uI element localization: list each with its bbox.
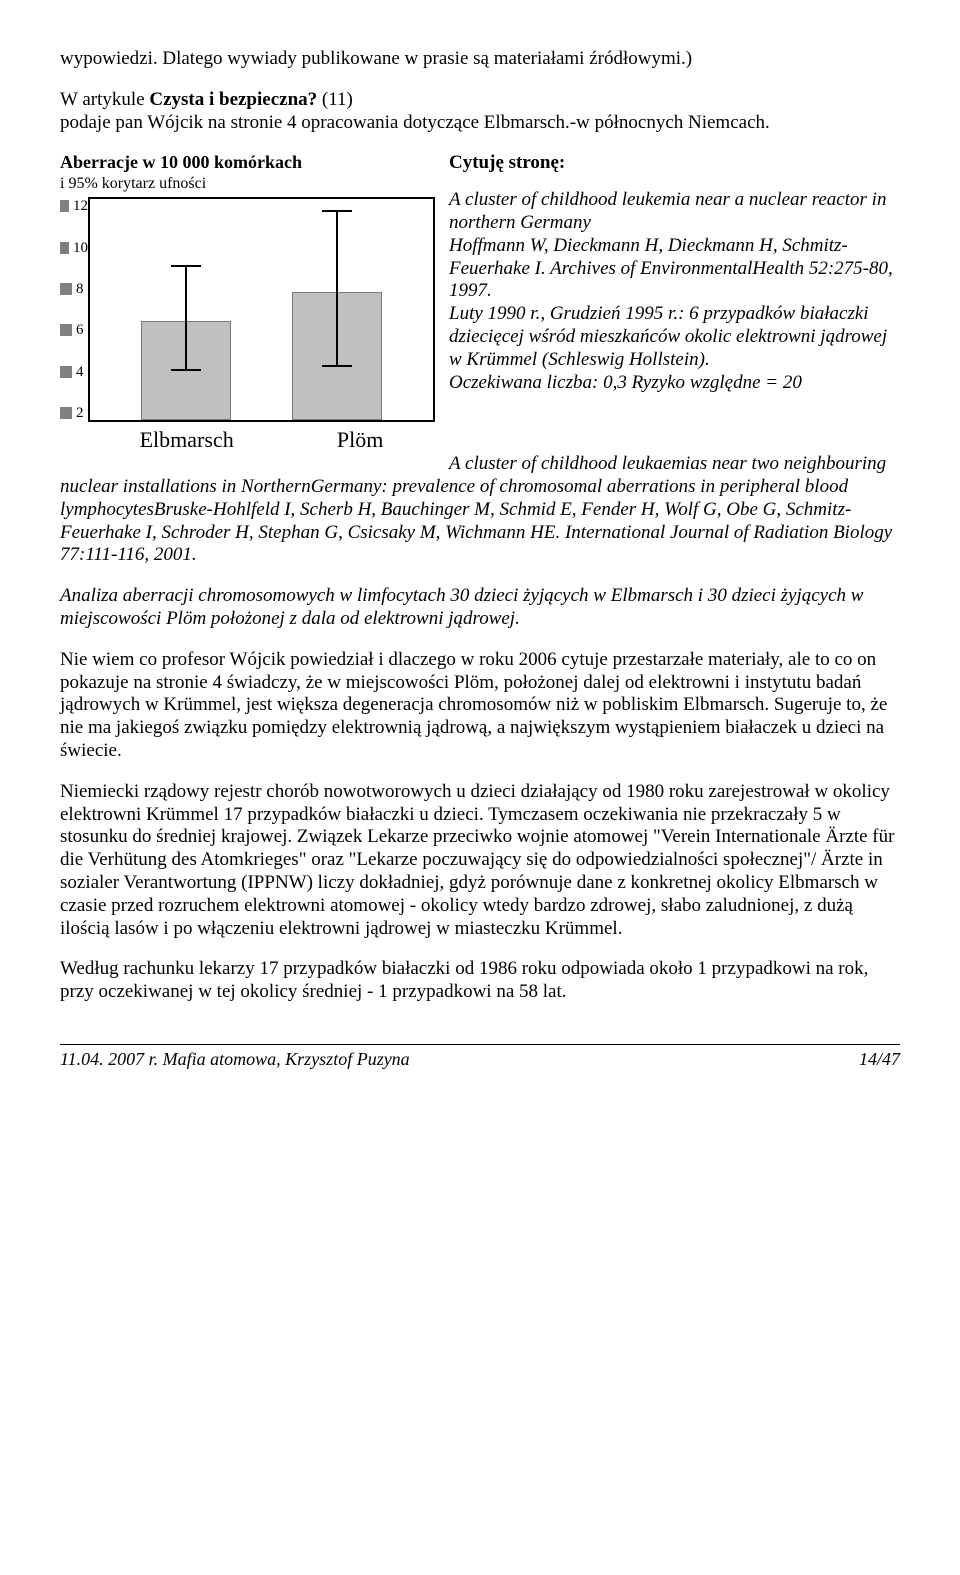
citation-heading: Cytuję stronę:	[449, 152, 565, 173]
intro-line1: wypowiedzi. Dlatego wywiady publikowane …	[60, 48, 900, 71]
analysis-paragraph: Analiza aberracji chromosomowych w limfo…	[60, 585, 900, 631]
paragraph-2: Niemiecki rządowy rejestr chorób nowotwo…	[60, 781, 900, 941]
footer-left: 11.04. 2007 r. Mafia atomowa, Krzysztof …	[60, 1049, 410, 1071]
xlabel-1: Plöm	[337, 427, 383, 467]
chart-xaxis: Elbmarsch Plöm	[88, 427, 435, 467]
chart-subtitle: i 95% korytarz ufności	[60, 174, 435, 193]
paragraph-3: Według rachunku lekarzy 17 przypadków bi…	[60, 958, 900, 1004]
intro-title-bold: Czysta i bezpieczna?	[149, 89, 317, 110]
chart-yaxis: 12 10 8 6 4 2	[60, 197, 88, 422]
intro-part-a: W artykule	[60, 89, 149, 110]
chart-title: Aberracje w 10 000 komórkach	[60, 152, 435, 174]
chart-plot-area	[88, 197, 435, 422]
xlabel-0: Elbmarsch	[140, 427, 234, 467]
aberrations-chart: Aberracje w 10 000 komórkach i 95% koryt…	[60, 152, 435, 467]
footer-right: 14/47	[859, 1049, 900, 1071]
page-footer: 11.04. 2007 r. Mafia atomowa, Krzysztof …	[60, 1044, 900, 1071]
intro-reference: W artykule Czysta i bezpieczna? (11) pod…	[60, 89, 900, 135]
citation-after: A cluster of childhood leukaemias near t…	[60, 453, 900, 567]
intro-line3: podaje pan Wójcik na stronie 4 opracowan…	[60, 112, 770, 133]
intro-part-c: (11)	[317, 89, 353, 110]
paragraph-1: Nie wiem co profesor Wójcik powiedział i…	[60, 649, 900, 763]
